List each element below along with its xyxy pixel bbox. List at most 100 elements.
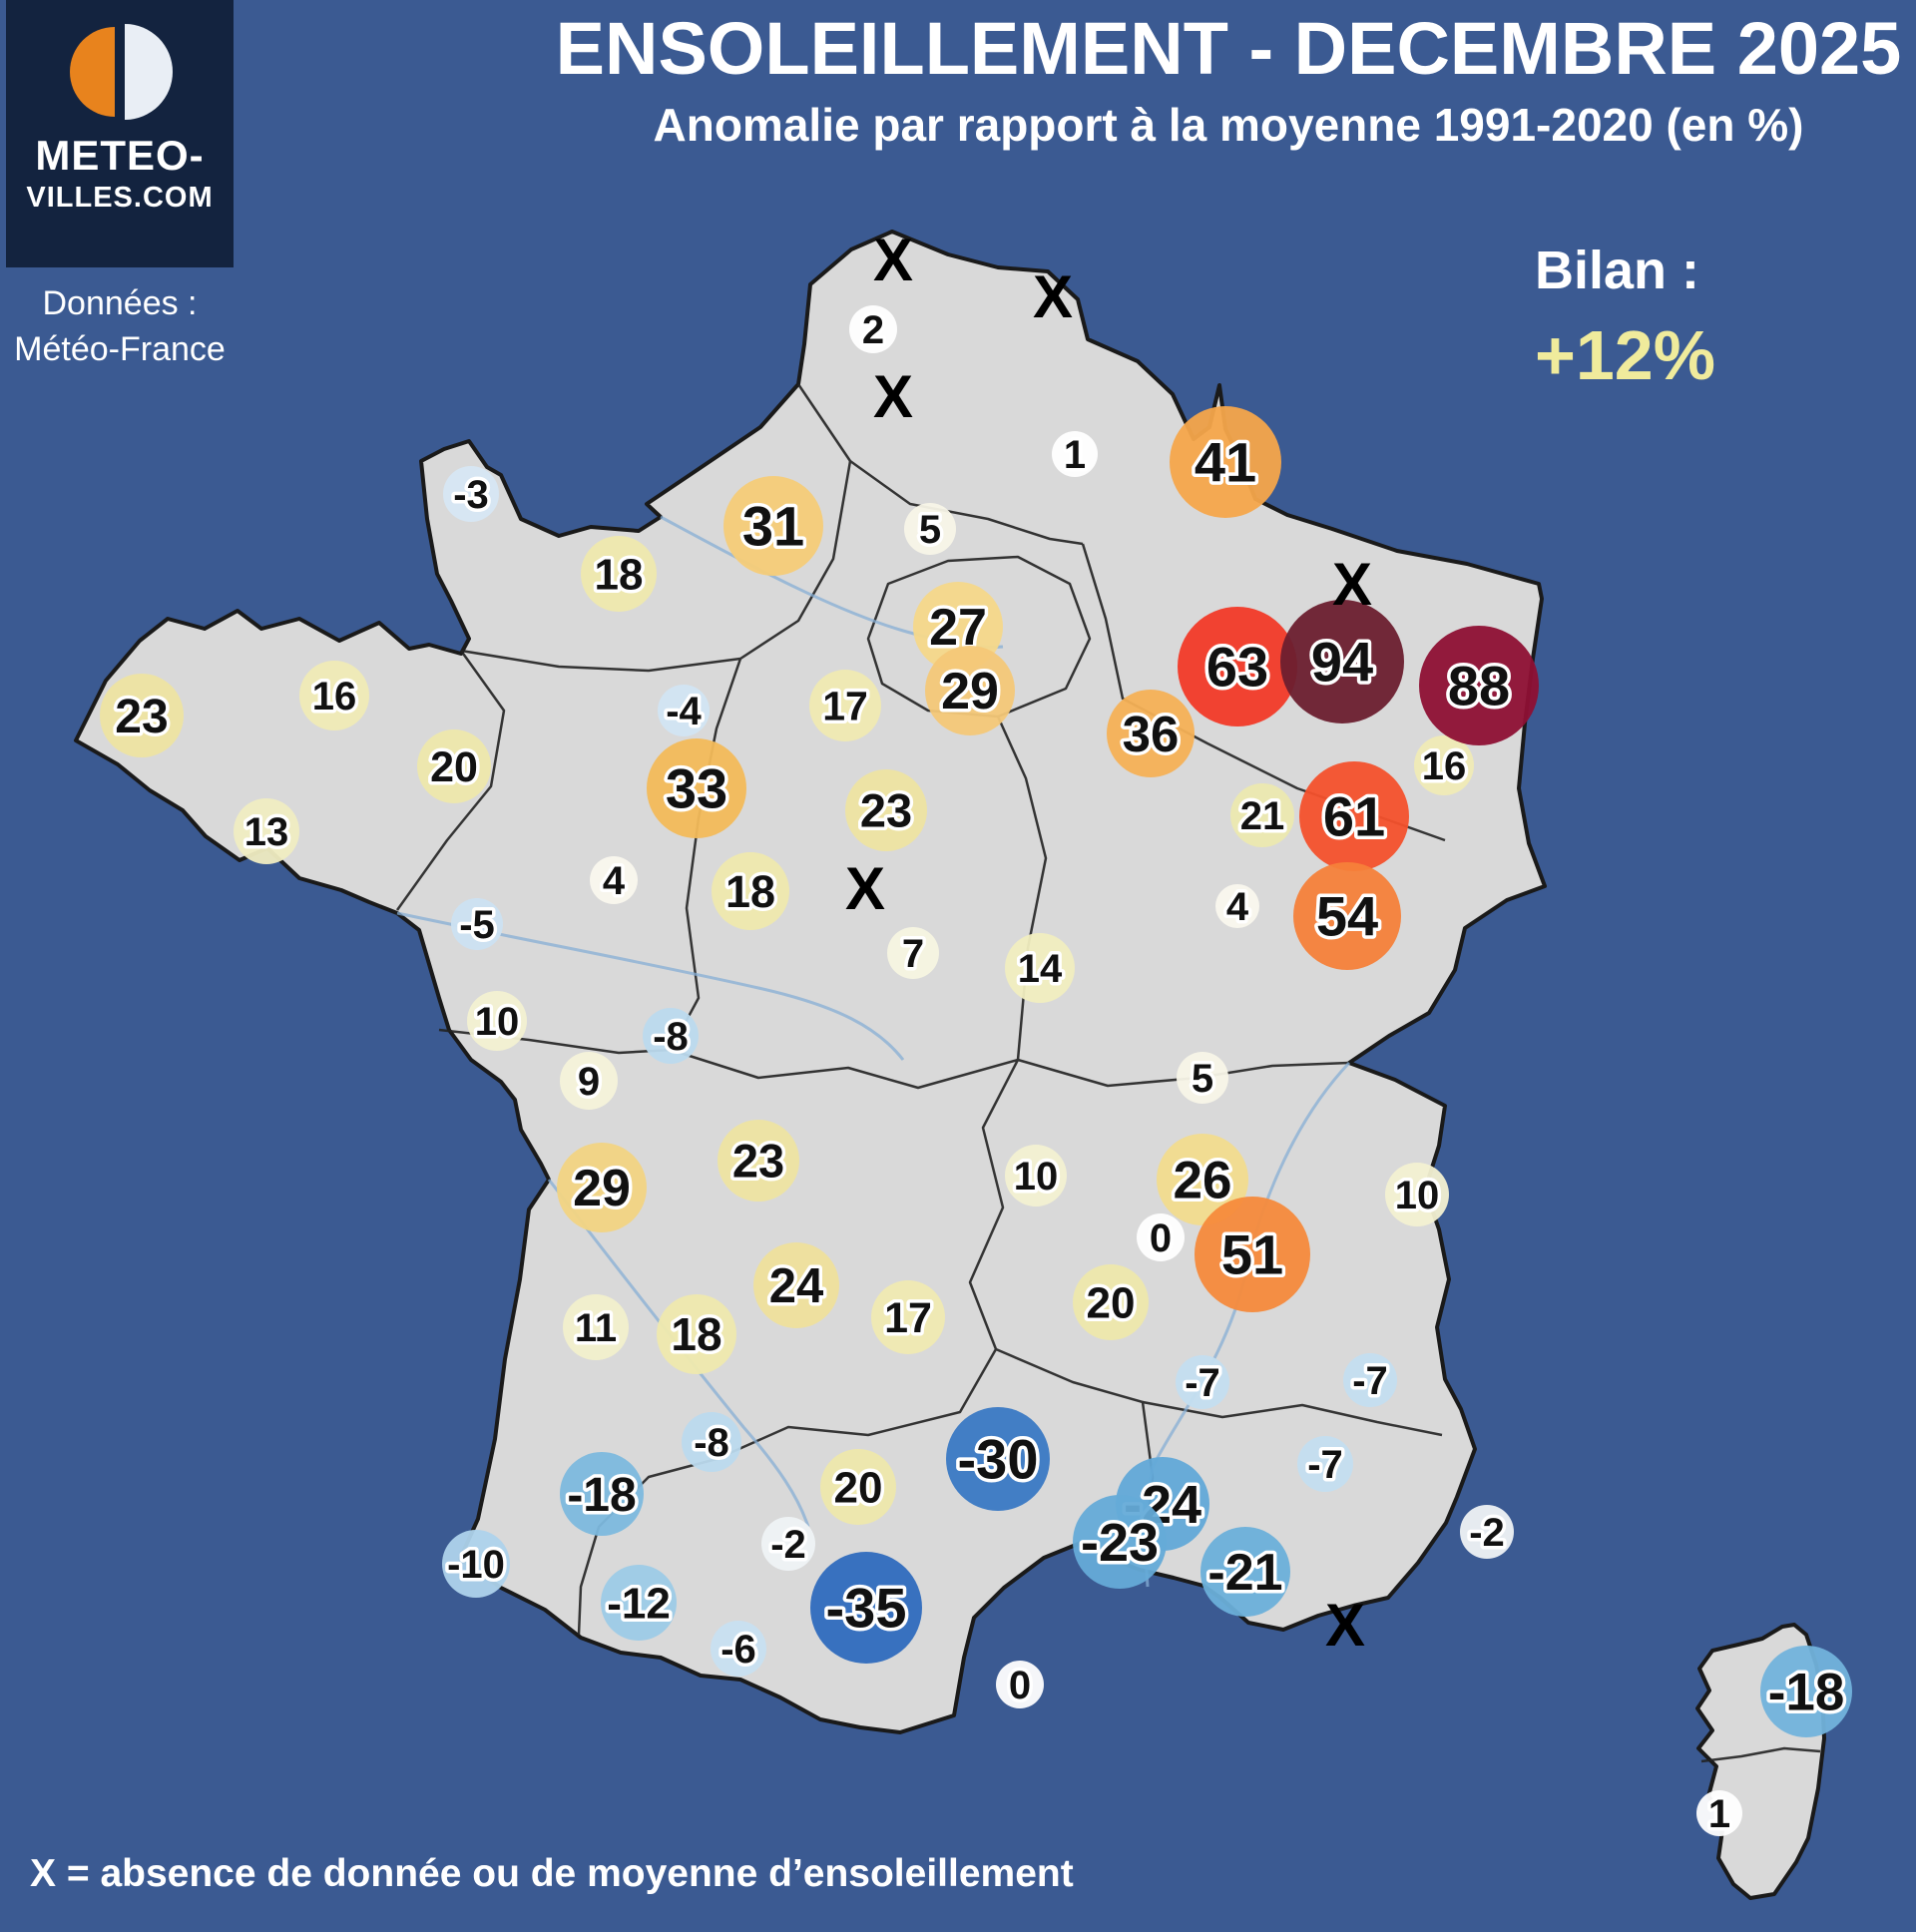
anomaly-value-label: -8 xyxy=(653,1015,689,1059)
anomaly-circle xyxy=(845,769,927,851)
anomaly-circle xyxy=(451,898,503,950)
anomaly-value-label: -2 xyxy=(770,1523,806,1567)
anomaly-circle xyxy=(712,852,789,930)
anomaly-value-label: -8 xyxy=(694,1421,729,1465)
anomaly-value-label: 51 xyxy=(1221,1223,1283,1286)
anomaly-value-label: 9 xyxy=(578,1060,600,1104)
anomaly-circle xyxy=(443,466,499,522)
anomaly-circle xyxy=(1280,600,1404,724)
data-source-line2: Météo-France xyxy=(14,329,226,368)
anomaly-value-label: 0 xyxy=(1150,1216,1172,1260)
anomaly-value-label: 5 xyxy=(1192,1057,1213,1101)
anomaly-circle xyxy=(1137,1213,1185,1261)
anomaly-value-label: 14 xyxy=(1018,947,1063,991)
anomaly-circle xyxy=(1215,884,1259,928)
anomaly-value-label: 16 xyxy=(1422,744,1467,788)
anomaly-value-label: 1 xyxy=(1064,433,1086,477)
anomaly-value-label: 17 xyxy=(822,683,868,728)
data-source-line1: Données : xyxy=(42,284,198,322)
page-title: ENSOLEILLEMENT - DECEMBRE 2025 xyxy=(555,7,1902,90)
anomaly-value-label: 18 xyxy=(671,1308,721,1360)
anomaly-circle xyxy=(1005,1145,1067,1207)
anomaly-circle xyxy=(753,1242,839,1328)
no-data-x-icon: X xyxy=(845,855,885,922)
anomaly-value-label: -5 xyxy=(459,903,495,947)
anomaly-circle xyxy=(820,1449,896,1525)
anomaly-circle xyxy=(682,1412,741,1472)
logo-text-line2: VILLES.COM xyxy=(26,182,214,214)
anomaly-circle xyxy=(1414,735,1474,795)
anomaly-circle xyxy=(904,503,956,555)
anomaly-value-label: -30 xyxy=(958,1428,1039,1491)
anomaly-value-label: 54 xyxy=(1316,885,1378,948)
anomaly-circle xyxy=(557,1143,647,1232)
anomaly-value-label: 24 xyxy=(769,1259,824,1313)
anomaly-circle xyxy=(1052,431,1098,477)
anomaly-value-label: -35 xyxy=(826,1577,907,1640)
anomaly-circle xyxy=(467,991,527,1051)
anomaly-value-label: 10 xyxy=(1395,1174,1440,1217)
anomaly-circle xyxy=(1107,690,1195,777)
anomaly-circle xyxy=(925,646,1015,735)
anomaly-value-label: -23 xyxy=(1081,1513,1159,1573)
anomaly-circle xyxy=(1343,1353,1397,1407)
france-outline xyxy=(74,230,1547,1734)
anomaly-circle xyxy=(1157,1134,1248,1225)
anomaly-circle xyxy=(234,798,299,864)
anomaly-value-label: -12 xyxy=(607,1579,671,1628)
anomaly-value-label: -18 xyxy=(567,1469,636,1522)
anomaly-circle xyxy=(761,1517,815,1571)
anomaly-value-label: 10 xyxy=(475,1000,520,1044)
anomaly-value-label: 11 xyxy=(575,1306,617,1350)
anomaly-value-label: 17 xyxy=(884,1294,932,1342)
anomaly-circle xyxy=(601,1565,677,1641)
anomaly-circle xyxy=(1293,862,1401,970)
anomaly-circle xyxy=(1419,626,1539,745)
anomaly-circle xyxy=(581,536,657,612)
anomaly-circle xyxy=(809,670,881,741)
anomaly-value-label: -3 xyxy=(453,473,489,517)
anomaly-circle xyxy=(442,1530,510,1598)
page-subtitle: Anomalie par rapport à la moyenne 1991-2… xyxy=(653,98,1804,151)
anomaly-circle xyxy=(1005,933,1075,1003)
anomaly-value-label: -7 xyxy=(1352,1359,1388,1403)
anomaly-circle xyxy=(299,661,369,730)
anomaly-circle xyxy=(1460,1505,1514,1559)
anomaly-circle xyxy=(1230,783,1294,847)
title-block: ENSOLEILLEMENT - DECEMBRE 2025 Anomalie … xyxy=(549,10,1908,152)
anomaly-circle xyxy=(1195,1197,1310,1312)
anomaly-value-label: 31 xyxy=(742,495,804,558)
anomaly-value-label: 94 xyxy=(1311,631,1373,694)
anomaly-value-label: 2 xyxy=(862,308,884,352)
anomaly-circle xyxy=(647,738,746,838)
anomaly-circle xyxy=(723,476,823,576)
anomaly-circle xyxy=(563,1294,629,1360)
anomaly-value-label: 16 xyxy=(312,675,357,719)
anomaly-circle xyxy=(1297,1436,1353,1492)
anomaly-value-label: 41 xyxy=(1195,431,1256,494)
anomaly-value-label: 33 xyxy=(666,757,727,820)
anomaly-value-label: -7 xyxy=(1307,1443,1343,1487)
anomaly-circle xyxy=(996,1661,1044,1708)
anomaly-value-label: 20 xyxy=(430,743,478,791)
data-source: Données : Météo-France xyxy=(6,281,234,373)
no-data-x-icon: X xyxy=(1033,263,1073,330)
anomaly-value-label: 29 xyxy=(941,663,999,721)
anomaly-circle xyxy=(1073,1495,1167,1589)
anomaly-circle xyxy=(1760,1646,1852,1737)
anomaly-circle xyxy=(658,685,710,736)
anomaly-value-label: -2 xyxy=(1469,1511,1505,1555)
anomaly-value-label: -7 xyxy=(1185,1361,1220,1405)
anomaly-value-label: 5 xyxy=(919,508,941,552)
bilan-label: Bilan : xyxy=(1535,241,1700,300)
legend-note: X = absence de donnée ou de moyenne d’en… xyxy=(30,1852,1074,1895)
anomaly-circle xyxy=(1696,1790,1742,1836)
anomaly-circle xyxy=(657,1294,736,1374)
anomaly-circle xyxy=(718,1120,799,1202)
meteo-villes-logo: METEO- VILLES.COM xyxy=(6,0,234,267)
anomaly-value-label: 63 xyxy=(1206,636,1268,699)
anomaly-value-label: 88 xyxy=(1448,655,1510,718)
